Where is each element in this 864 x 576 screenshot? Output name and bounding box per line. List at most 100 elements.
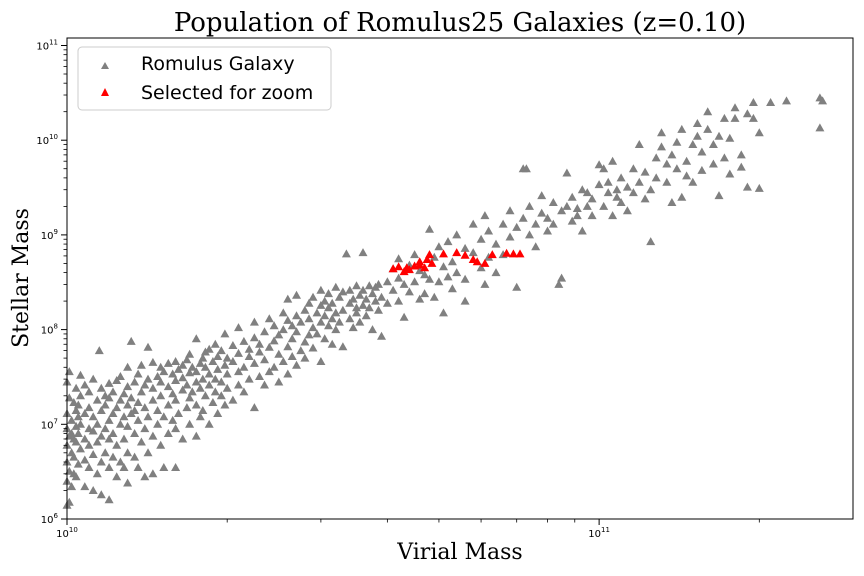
romulus-galaxy-point xyxy=(468,248,478,257)
y-axis-label: Stellar Mass xyxy=(9,208,34,348)
romulus-galaxy-point xyxy=(697,147,707,156)
romulus-galaxy-point xyxy=(136,360,146,369)
romulus-galaxy-point xyxy=(358,285,368,294)
selected-for-zoom-point xyxy=(468,255,478,263)
romulus-galaxy-point xyxy=(320,334,330,343)
romulus-galaxy-point xyxy=(216,377,226,386)
romulus-galaxy-point xyxy=(148,395,158,404)
selected-for-zoom-point xyxy=(480,258,490,267)
romulus-galaxy-point xyxy=(260,355,269,364)
romulus-galaxy-point xyxy=(594,180,604,189)
romulus-galaxy-point xyxy=(434,277,444,286)
romulus-galaxy-point xyxy=(255,347,264,356)
romulus-galaxy-point xyxy=(182,380,192,389)
romulus-galaxy-point xyxy=(174,409,183,417)
romulus-galaxy-point xyxy=(216,346,226,355)
romulus-galaxy-point xyxy=(348,323,358,332)
y-tick-label: 106 xyxy=(41,512,59,526)
romulus-galaxy-point xyxy=(249,317,259,326)
romulus-galaxy-point xyxy=(185,393,195,402)
romulus-galaxy-point xyxy=(283,315,293,324)
romulus-galaxy-point xyxy=(123,478,133,487)
romulus-galaxy-point xyxy=(115,372,125,380)
romulus-galaxy-point xyxy=(331,325,341,334)
romulus-galaxy-point xyxy=(163,358,173,367)
romulus-galaxy-point xyxy=(352,281,361,290)
romulus-galaxy-point xyxy=(368,325,377,334)
romulus-galaxy-point xyxy=(168,389,178,398)
romulus-galaxy-point xyxy=(108,452,118,461)
romulus-galaxy-point xyxy=(703,107,713,116)
romulus-galaxy-point xyxy=(662,159,672,168)
romulus-galaxy-point xyxy=(208,398,218,406)
romulus-galaxy-point xyxy=(394,296,404,305)
romulus-galaxy-point xyxy=(278,308,288,317)
romulus-galaxy-point xyxy=(361,311,371,320)
romulus-galaxy-point xyxy=(264,367,274,376)
selected-for-zoom-point xyxy=(427,258,437,267)
romulus-galaxy-point xyxy=(195,358,205,367)
romulus-galaxy-point xyxy=(612,192,622,201)
romulus-galaxy-point xyxy=(249,333,259,342)
romulus-galaxy-point xyxy=(283,294,293,303)
romulus-galaxy-point xyxy=(358,248,368,257)
romulus-galaxy-point xyxy=(468,219,478,228)
romulus-galaxy-point xyxy=(512,282,522,291)
romulus-galaxy-point xyxy=(622,182,632,191)
romulus-galaxy-point xyxy=(374,305,383,314)
romulus-galaxy-point xyxy=(208,357,218,365)
romulus-galaxy-point xyxy=(130,429,140,437)
y-tick-label: 109 xyxy=(41,228,58,242)
romulus-galaxy-point xyxy=(480,211,490,220)
romulus-galaxy-point xyxy=(736,162,746,171)
romulus-galaxy-point xyxy=(399,279,409,288)
romulus-galaxy-point xyxy=(200,362,210,371)
selected-for-zoom-point xyxy=(487,250,497,259)
romulus-galaxy-point xyxy=(364,303,374,312)
romulus-galaxy-point xyxy=(96,431,106,440)
romulus-galaxy-point xyxy=(304,314,314,323)
romulus-galaxy-point xyxy=(210,387,220,396)
romulus-galaxy-point xyxy=(222,353,232,362)
romulus-galaxy-point xyxy=(104,378,114,387)
romulus-galaxy-point xyxy=(582,188,592,197)
romulus-galaxy-point xyxy=(108,429,118,437)
romulus-galaxy-point xyxy=(96,406,106,414)
romulus-galaxy-point xyxy=(187,387,197,396)
romulus-galaxy-point xyxy=(320,296,330,305)
romulus-galaxy-point xyxy=(198,353,208,362)
romulus-galaxy-point xyxy=(136,387,146,396)
romulus-galaxy-point xyxy=(334,317,344,326)
romulus-galaxy-point xyxy=(287,334,297,343)
romulus-galaxy-point xyxy=(187,362,197,371)
romulus-galaxy-point xyxy=(447,257,457,266)
x-tick-label: 1010 xyxy=(56,526,78,540)
romulus-galaxy-point xyxy=(88,426,98,435)
romulus-galaxy-point xyxy=(64,497,74,506)
romulus-galaxy-point xyxy=(126,336,136,345)
romulus-galaxy-point xyxy=(697,165,707,174)
romulus-galaxy-point xyxy=(331,308,341,317)
romulus-galaxy-point xyxy=(71,406,81,414)
romulus-galaxy-point xyxy=(714,191,724,200)
romulus-galaxy-point xyxy=(358,300,368,309)
romulus-galaxy-point xyxy=(156,440,166,449)
romulus-galaxy-point xyxy=(682,156,692,165)
romulus-galaxy-point xyxy=(123,400,133,409)
romulus-galaxy-point xyxy=(394,273,404,282)
romulus-galaxy-point xyxy=(324,321,333,330)
romulus-galaxy-point xyxy=(210,339,220,348)
romulus-galaxy-point xyxy=(100,400,110,409)
romulus-galaxy-point xyxy=(156,391,166,400)
romulus-galaxy-point xyxy=(657,142,666,151)
romulus-galaxy-point xyxy=(646,237,656,246)
romulus-galaxy-point xyxy=(143,342,153,351)
romulus-galaxy-point xyxy=(178,360,188,369)
romulus-galaxy-point xyxy=(222,383,232,392)
romulus-galaxy-point xyxy=(388,285,398,294)
romulus-galaxy-point xyxy=(439,308,448,317)
romulus-galaxy-point xyxy=(719,153,729,162)
romulus-galaxy-point xyxy=(269,321,279,330)
romulus-galaxy-point xyxy=(582,201,592,210)
